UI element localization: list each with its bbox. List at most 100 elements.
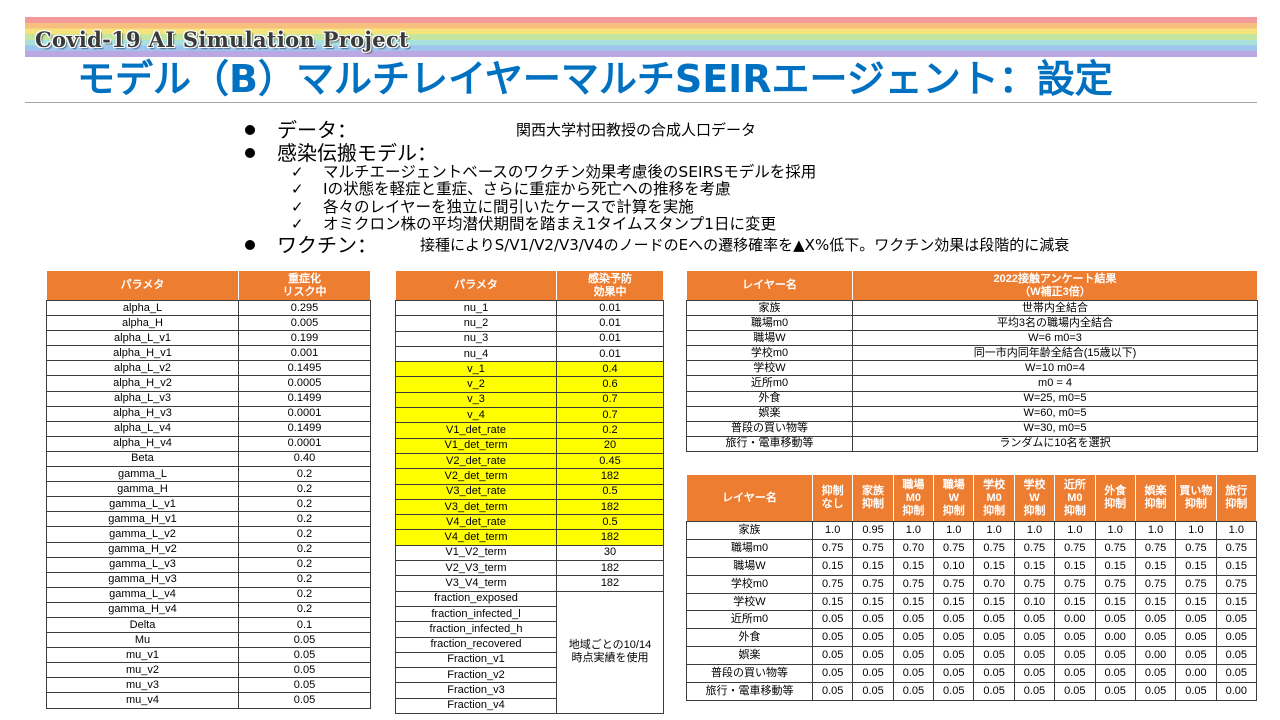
suppression-rate-cell: 0.15 [1013, 556, 1056, 576]
suppression-rate-cell: 0.05 [1013, 646, 1056, 666]
title-divider [25, 102, 1257, 103]
suppression-rate-cell: 0.05 [1134, 664, 1177, 684]
suppression-rate-cell: 0.75 [1175, 538, 1217, 558]
suppression-rate-cell: 0.75 [1054, 574, 1096, 594]
table-row: gamma_L_v4 0.2 [46, 586, 371, 603]
contact-result-cell: ランダムに10名を選択 [852, 435, 1258, 452]
contact-result-cell: W=25, m0=5 [852, 390, 1258, 407]
layer-name-cell: 外食 [686, 390, 853, 407]
suppression-rate-cell: 0.75 [1215, 538, 1258, 558]
table-row: 学校m0 0.75 0.75 0.75 0.75 0.70 0.75 0.75 0.75 0.75… [686, 574, 1258, 594]
param-name-cell: v_1 [395, 361, 557, 378]
table-row: V2_V3_term 182 [395, 560, 664, 577]
suppression-rate-cell: 0.75 [1215, 574, 1258, 594]
table-row: 学校W W=10 m0=4 [686, 360, 1258, 377]
param-value-cell: 0.45 [556, 452, 664, 470]
param-name-cell: alpha_H [46, 315, 239, 332]
param-value-cell: 0.2 [238, 586, 371, 603]
table-row: 学校m0 同一市内同年齢全結合(15歳以下) [686, 345, 1258, 362]
layer-name-cell: 普段の買い物等 [686, 420, 853, 437]
param-value-cell: 0.2 [238, 601, 371, 618]
table-row: 職場m0 0.75 0.75 0.70 0.75 0.75 0.75 0.75 0.75 0.75… [686, 538, 1258, 558]
table-row: 娯楽 W=60, m0=5 [686, 405, 1258, 422]
suppression-rate-cell: 0.05 [1215, 646, 1258, 666]
vaccine-label: ワクチン： [277, 233, 377, 257]
suppression-rate-cell: 0.70 [892, 538, 935, 558]
param-name-cell: alpha_H_v2 [46, 375, 239, 392]
column-header: パラメタ [46, 270, 239, 301]
param-name-cell: V2_det_term [395, 468, 557, 485]
param-name-cell: mu_v1 [46, 647, 239, 664]
param-name-cell: V4_det_term [395, 529, 557, 546]
table-row: alpha_H_v2 0.0005 [46, 375, 371, 392]
model-item: 各々のレイヤーを独立に間引いたケースで計算を実施 [323, 198, 694, 216]
layer-name-cell: 職場m0 [686, 538, 813, 558]
suppression-rate-cell: 0.15 [892, 556, 935, 576]
suppression-rate-cell: 0.05 [1215, 610, 1258, 630]
table-row: mu_v3 0.05 [46, 677, 371, 694]
param-name-cell: mu_v3 [46, 677, 239, 694]
table-row: 外食 W=25, m0=5 [686, 390, 1258, 407]
suppression-rate-cell: 0.05 [892, 664, 935, 684]
table-row: alpha_H_v1 0.001 [46, 345, 371, 362]
table-row: gamma_L_v1 0.2 [46, 496, 371, 513]
param-name-cell: V1_det_rate [395, 422, 557, 439]
param-value-cell: 0.2 [238, 466, 371, 483]
data-label: データ： [277, 118, 357, 142]
layer-name-cell: 家族 [686, 521, 813, 540]
checkmark-icon [291, 216, 304, 233]
param-value-cell: 0.5 [556, 483, 664, 500]
suppression-rate-cell: 0.15 [1094, 592, 1136, 612]
param-name-cell: alpha_H_v4 [46, 435, 239, 452]
suppression-rate-cell: 0.05 [1054, 664, 1096, 684]
table-row: V3_det_rate 0.5 [395, 483, 664, 500]
suppression-rate-cell: 0.05 [1175, 628, 1217, 648]
bullet-dot-icon [245, 125, 255, 135]
suppression-rate-cell: 0.05 [1094, 610, 1136, 630]
param-name-cell: V2_V3_term [395, 560, 557, 577]
param-name-cell: mu_v2 [46, 662, 239, 679]
suppression-rate-cell: 0.15 [1134, 592, 1177, 612]
suppression-rate-cell: 0.05 [933, 610, 975, 630]
param-value-cell: 0.2 [238, 511, 371, 528]
table-row: nu_3 0.01 [395, 330, 664, 347]
column-header: 家族 抑制 [852, 474, 894, 522]
column-header: 近所 M0 抑制 [1054, 474, 1096, 522]
table-row: fraction_recovered [395, 636, 664, 653]
suppression-rate-cell: 0.15 [933, 592, 975, 612]
layer-name-cell: 外食 [686, 628, 813, 648]
layer-name-cell: 職場W [686, 330, 853, 347]
suppression-rate-cell: 0.05 [1094, 682, 1136, 701]
table-row: V3_V4_term 182 [395, 575, 664, 592]
suppression-rate-cell: 0.05 [933, 646, 975, 666]
suppression-rate-cell: 0.05 [811, 610, 854, 630]
param-name-cell: alpha_L_v1 [46, 330, 239, 347]
checkmark-icon [291, 164, 304, 181]
suppression-rate-cell: 1.0 [933, 521, 975, 540]
data-value: 関西大学村田教授の合成人口データ [516, 121, 757, 139]
table-row: 旅行・電車移動等 0.05 0.05 0.05 0.05 0.05 0.05 0.05 0.05… [686, 682, 1258, 701]
suppression-rate-cell: 0.10 [1013, 592, 1056, 612]
contact-result-cell: W=10 m0=4 [852, 360, 1258, 377]
table-row: Mu 0.05 [46, 632, 371, 649]
contact-result-cell: 平均3名の職場内全結合 [852, 315, 1258, 332]
bullet-dot-icon [245, 148, 255, 158]
suppression-rate-cell: 0.15 [852, 592, 894, 612]
suppression-rate-cell: 0.05 [1134, 610, 1177, 630]
param-name-cell: V1_V2_term [395, 544, 557, 562]
suppression-rate-cell: 0.15 [1134, 556, 1177, 576]
suppression-rate-cell: 0.15 [1175, 592, 1217, 612]
table-row: V2_det_term 182 [395, 468, 664, 485]
table-row: alpha_L_v2 0.1495 [46, 360, 371, 377]
table-row: V2_det_rate 0.45 [395, 452, 664, 470]
table-row: Fraction_v3 [395, 682, 664, 699]
suppression-rate-cell: 0.15 [1054, 556, 1096, 576]
table-row: 近所m0 m0 = 4 [686, 375, 1258, 392]
table-row: 外食 0.05 0.05 0.05 0.05 0.05 0.05 0.05 0.00 0.05 0.… [686, 628, 1258, 648]
param-name-cell: gamma_L [46, 466, 239, 483]
table-row: Fraction_v1 [395, 651, 664, 669]
table-row: Fraction_v4 [395, 697, 664, 715]
contact-survey-table: レイヤー名 2022接触アンケート結果 （W補正3倍） 家族 世帯内全結合 職場m0 平均… [686, 270, 1258, 452]
suppression-rate-cell: 0.05 [1054, 646, 1096, 666]
param-name-cell: Delta [46, 616, 239, 634]
